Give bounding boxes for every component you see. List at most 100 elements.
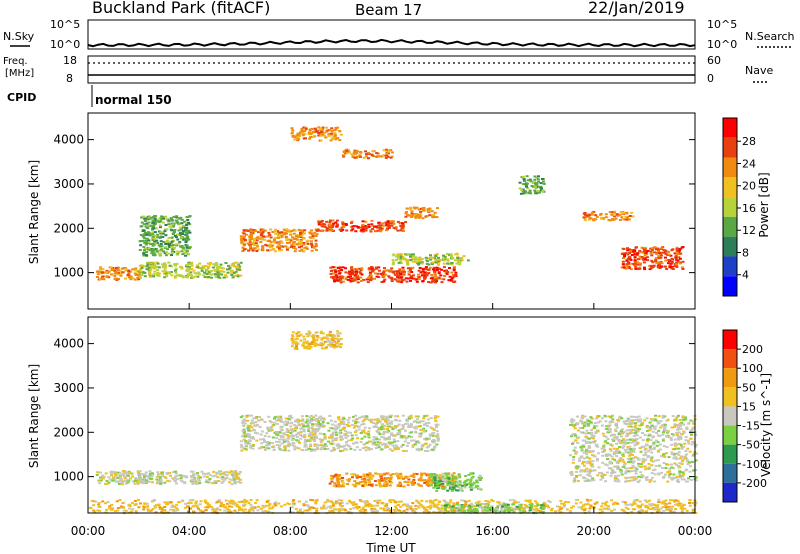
data-cell [120, 483, 124, 486]
data-cell [625, 423, 629, 426]
data-cell [397, 429, 401, 432]
noise-left-tick-bottom: 10^0 [50, 38, 80, 51]
data-cell [435, 443, 439, 446]
data-cell [333, 482, 337, 485]
data-cell [328, 223, 332, 226]
data-cell [240, 446, 244, 449]
data-cell [157, 221, 161, 224]
data-cell [613, 436, 617, 439]
data-cell [119, 475, 123, 478]
data-cell [630, 479, 634, 482]
data-cell [609, 474, 613, 477]
data-cell [124, 269, 128, 272]
data-cell [284, 417, 288, 420]
data-cell [310, 343, 314, 346]
data-cell [312, 433, 316, 436]
data-cell [681, 260, 685, 263]
data-cell [629, 425, 633, 428]
data-cell [411, 474, 415, 477]
data-cell [175, 219, 179, 222]
data-cell [361, 228, 365, 231]
data-cell [585, 453, 589, 456]
data-cell [657, 255, 661, 258]
data-cell [322, 223, 326, 226]
data-cell [433, 479, 437, 482]
data-cell [627, 218, 631, 221]
data-cell [296, 132, 300, 135]
data-cell [452, 269, 456, 272]
data-cell [670, 426, 674, 429]
data-cell [430, 274, 434, 276]
data-cell [299, 333, 303, 336]
data-cell [267, 244, 271, 247]
data-cell [151, 481, 154, 484]
data-cell [405, 422, 409, 425]
data-cell [402, 435, 406, 438]
data-cell [321, 126, 325, 129]
data-cell [663, 429, 667, 431]
data-cell [165, 471, 169, 474]
data-cell [414, 214, 417, 217]
data-cell [330, 337, 334, 340]
data-cell [148, 249, 152, 252]
data-cell [299, 231, 302, 234]
data-cell [622, 445, 626, 448]
data-cell [402, 257, 406, 260]
data-cell [261, 245, 265, 248]
data-cell [655, 431, 659, 434]
data-cell [350, 473, 354, 476]
data-cell [318, 432, 322, 435]
data-cell [330, 132, 334, 135]
data-cell [299, 431, 303, 434]
data-cell [253, 247, 257, 250]
data-cell [578, 474, 582, 477]
data-cell [427, 418, 430, 421]
data-cell [363, 426, 367, 429]
data-cell [237, 268, 241, 271]
data-cell [630, 419, 634, 422]
data-cell [152, 225, 156, 228]
data-cell [678, 470, 682, 473]
data-cell [95, 473, 99, 476]
data-cell [193, 477, 197, 480]
data-cell [604, 213, 608, 216]
data-cell [645, 417, 649, 420]
data-cell [583, 415, 587, 418]
data-cell [145, 233, 149, 236]
data-cell [163, 268, 167, 271]
data-cell [671, 268, 675, 270]
data-cell [154, 222, 157, 225]
data-cell [123, 477, 127, 480]
data-cell [308, 231, 312, 234]
data-cell [616, 478, 620, 481]
data-cell [180, 222, 184, 225]
data-cell [99, 479, 103, 482]
data-cell [435, 280, 439, 282]
data-cell [618, 415, 622, 418]
data-cell [411, 483, 415, 486]
data-cell [441, 482, 445, 485]
data-cell [311, 424, 315, 427]
data-cell [307, 420, 311, 423]
data-cell [617, 420, 620, 423]
data-cell [416, 261, 420, 264]
data-cell [420, 258, 424, 260]
data-cell [184, 241, 188, 244]
data-cell [607, 424, 611, 427]
data-cell [394, 419, 398, 422]
data-cell [670, 267, 674, 270]
data-cell [382, 479, 386, 482]
data-cell [528, 189, 532, 192]
data-cell [164, 215, 168, 218]
data-cell [631, 428, 635, 431]
data-cell [239, 443, 243, 446]
data-cell [286, 242, 289, 244]
data-cell [269, 236, 273, 239]
data-cell [644, 447, 648, 450]
data-cell [651, 469, 655, 472]
data-cell [275, 433, 279, 436]
data-cell [427, 445, 430, 448]
data-cell [259, 241, 263, 243]
data-cell [151, 242, 155, 245]
data-cell [342, 155, 346, 158]
